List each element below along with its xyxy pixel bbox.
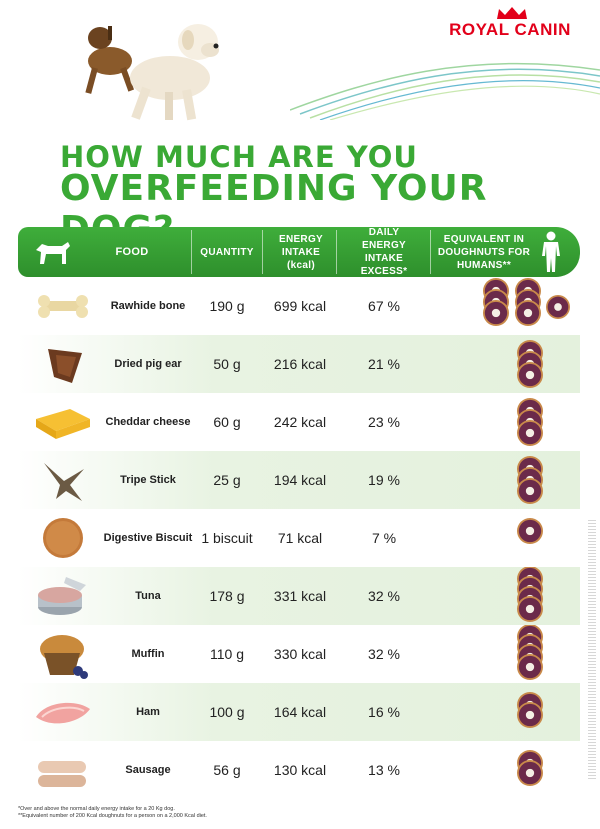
header-divider [336, 230, 337, 274]
excess-value: 13 % [368, 762, 400, 778]
table-row: Tuna 178 g 331 kcal 32 % [18, 567, 580, 625]
header-equivalent: EQUIVALENT IN DOUGHNUTS FOR HUMANS** [437, 233, 531, 271]
header-divider [191, 230, 192, 274]
dogs-illustration [85, 24, 219, 121]
excess-value: 21 % [368, 356, 400, 372]
food-name: Muffin [131, 647, 165, 660]
table-row: Muffin 110 g 330 kcal 32 % [18, 625, 580, 683]
royal-canin-logo: ROYAL CANIN [440, 6, 580, 46]
doughnut-stack [517, 625, 543, 680]
rawhide-bone-icon [38, 295, 88, 318]
excess-value: 16 % [368, 704, 400, 720]
doughnut-icon [483, 300, 509, 326]
table-row: Rawhide bone 190 g 699 kcal 67 % [18, 277, 580, 335]
energy-value: 330 kcal [273, 646, 327, 662]
doughnut-icon [517, 518, 543, 544]
muffin-icon [40, 635, 88, 679]
excess-value: 32 % [368, 646, 400, 662]
tripe-stick-icon [44, 463, 84, 501]
legal-text-vertical [588, 520, 596, 780]
quantity-value: 25 g [213, 472, 241, 488]
table-row: Ham 100 g 164 kcal 16 % [18, 683, 580, 741]
excess-value: 7 % [371, 530, 397, 546]
quantity-value: 1 biscuit [201, 530, 253, 546]
energy-value: 164 kcal [273, 704, 327, 720]
doughnut-icon [517, 654, 543, 680]
doughnut-stack [517, 692, 543, 728]
doughnut-stack [517, 567, 543, 622]
footnote-2: **Equivalent number of 200 Kcal doughnut… [18, 813, 207, 819]
sausage-icon [38, 761, 86, 787]
energy-value: 331 kcal [273, 588, 327, 604]
food-name: Dried pig ear [114, 357, 182, 370]
doughnut-icon [517, 420, 543, 446]
doughnut-stack [517, 750, 543, 786]
header-energy-intake: ENERGY INTAKE (kcal) [278, 233, 324, 271]
table-row: Digestive Biscuit 1 biscuit 71 kcal 7 % [18, 509, 580, 567]
title-line-1: HOW MUCH ARE YOU [60, 140, 418, 174]
doughnut-icon [517, 596, 543, 622]
food-name: Tuna [135, 589, 161, 602]
cheese-icon [36, 409, 90, 439]
excess-value: 23 % [368, 414, 400, 430]
energy-value: 242 kcal [273, 414, 327, 430]
footnote-1: *Over and above the normal daily energy … [18, 806, 175, 812]
crown-icon [497, 7, 527, 19]
table-row: Cheddar cheese 60 g 242 kcal 23 % [18, 393, 580, 451]
header-quantity: QUANTITY [200, 246, 254, 258]
energy-value: 194 kcal [273, 472, 327, 488]
quantity-value: 56 g [213, 762, 241, 778]
footnotes: *Over and above the normal daily energy … [18, 806, 207, 820]
quantity-value: 60 g [213, 414, 241, 430]
excess-value: 32 % [368, 588, 400, 604]
doughnut-stack [517, 340, 543, 388]
food-name: Tripe Stick [120, 473, 176, 486]
table-row: Sausage 56 g 130 kcal 13 % [18, 741, 580, 799]
food-name: Cheddar cheese [105, 415, 191, 428]
doughnut-icon [517, 760, 543, 786]
brand-name: ROYAL CANIN [449, 20, 571, 39]
energy-value: 71 kcal [277, 530, 323, 546]
header-daily-excess: DAILY ENERGY INTAKE EXCESS* [360, 227, 408, 277]
energy-value: 130 kcal [273, 762, 327, 778]
doughnut-stack [517, 398, 543, 446]
doughnut-stack [517, 456, 543, 504]
tuna-can-icon [38, 577, 86, 615]
doughnut-icon [546, 295, 570, 319]
quantity-value: 190 g [209, 298, 245, 314]
ham-icon [36, 702, 90, 724]
person-silhouette-icon [542, 231, 560, 272]
table-header: FOOD QUANTITY ENERGY INTAKE (kcal) DAILY… [18, 227, 580, 277]
doughnut-icon [517, 362, 543, 388]
energy-value: 216 kcal [273, 356, 327, 372]
table-row: Dried pig ear 50 g 216 kcal 21 % [18, 335, 580, 393]
excess-value: 67 % [368, 298, 400, 314]
food-name: Digestive Biscuit [103, 531, 193, 544]
doughnut-icon [515, 300, 541, 326]
quantity-value: 100 g [209, 704, 245, 720]
excess-value: 19 % [368, 472, 400, 488]
food-name: Rawhide bone [110, 299, 186, 312]
biscuit-icon [43, 518, 83, 558]
header-divider [262, 230, 263, 274]
table-row: Tripe Stick 25 g 194 kcal 19 % [18, 451, 580, 509]
dog-silhouette-icon [36, 242, 70, 264]
decorative-waves [290, 62, 600, 120]
doughnut-icon [517, 702, 543, 728]
food-name: Ham [136, 705, 160, 718]
food-name: Sausage [125, 763, 171, 776]
energy-value: 699 kcal [273, 298, 327, 314]
header-food: FOOD [115, 245, 149, 258]
quantity-value: 50 g [213, 356, 241, 372]
pig-ear-icon [48, 349, 82, 383]
quantity-value: 178 g [209, 588, 245, 604]
doughnut-stack [483, 278, 570, 326]
header-divider [430, 230, 431, 274]
doughnut-stack [517, 518, 543, 544]
quantity-value: 110 g [210, 646, 244, 662]
doughnut-icon [517, 478, 543, 504]
